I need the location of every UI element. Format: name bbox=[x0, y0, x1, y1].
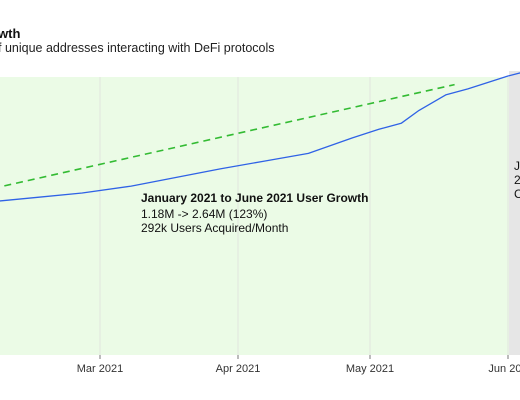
x-tick-label-1: Apr 2021 bbox=[216, 363, 261, 375]
annotation-line-1: 1.18M -> 2.64M (123%) bbox=[141, 207, 267, 221]
side-text-3: C bbox=[514, 187, 520, 201]
side-text-1: J bbox=[514, 159, 520, 173]
chart-regions bbox=[0, 71, 520, 355]
x-tick-label-0: Mar 2021 bbox=[77, 363, 123, 375]
chart-title: wth bbox=[0, 26, 21, 41]
trend-line bbox=[0, 83, 455, 188]
chart-gridlines bbox=[99, 77, 509, 355]
user-growth-line bbox=[0, 72, 520, 202]
annotation-title: January 2021 to June 2021 User Growth bbox=[141, 191, 368, 205]
chart-series bbox=[0, 72, 520, 202]
growth-annotation: January 2021 to June 2021 User Growth 1.… bbox=[141, 191, 368, 235]
shaded-region bbox=[509, 71, 520, 355]
annotation-line-2: 292k Users Acquired/Month bbox=[141, 221, 288, 235]
x-axis: Mar 2021 Apr 2021 May 2021 Jun 202 bbox=[77, 355, 520, 375]
side-annotation: J 2 C bbox=[514, 159, 520, 201]
highlight-region bbox=[0, 77, 509, 355]
x-tick-label-2: May 2021 bbox=[346, 363, 394, 375]
side-text-2: 2 bbox=[514, 173, 520, 187]
chart-subtitle: f unique addresses interacting with DeFi… bbox=[0, 41, 275, 55]
x-tick-label-3: Jun 202 bbox=[488, 363, 520, 375]
